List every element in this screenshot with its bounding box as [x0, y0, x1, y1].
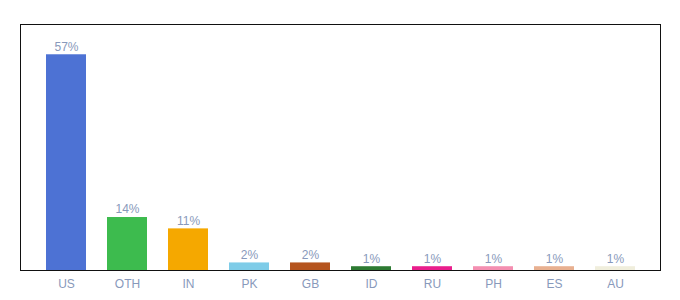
svg-text:1%: 1%	[424, 252, 442, 266]
svg-text:ID: ID	[366, 277, 378, 291]
svg-text:1%: 1%	[363, 252, 381, 266]
svg-text:IN: IN	[183, 277, 195, 291]
svg-text:14%: 14%	[115, 202, 139, 216]
svg-text:OTH: OTH	[115, 277, 140, 291]
svg-text:PK: PK	[241, 277, 257, 291]
svg-text:GB: GB	[302, 277, 319, 291]
svg-text:AU: AU	[607, 277, 624, 291]
svg-text:ES: ES	[546, 277, 562, 291]
svg-text:RU: RU	[424, 277, 441, 291]
svg-text:1%: 1%	[546, 252, 564, 266]
svg-text:2%: 2%	[241, 248, 259, 262]
svg-text:US: US	[58, 277, 75, 291]
svg-text:1%: 1%	[485, 252, 503, 266]
svg-text:2%: 2%	[302, 248, 320, 262]
svg-text:PH: PH	[485, 277, 502, 291]
svg-text:57%: 57%	[54, 40, 78, 54]
svg-text:1%: 1%	[607, 252, 625, 266]
svg-text:11%: 11%	[177, 214, 200, 228]
